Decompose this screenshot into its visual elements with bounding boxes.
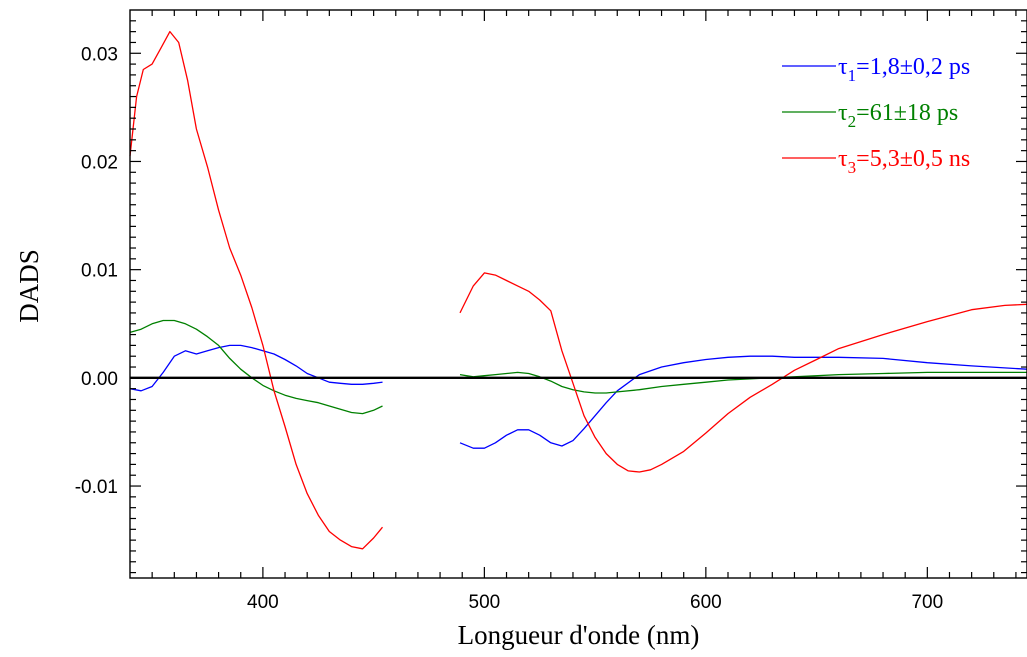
legend-label-3: τ3=5,3±0,5 ns	[838, 146, 970, 177]
y-tick-label: 0.01	[81, 261, 118, 282]
axis-ticks	[130, 10, 1027, 578]
legend-label-1: τ1=1,8±0,2 ps	[838, 54, 970, 85]
series-line-2-segment-2	[459, 371, 1027, 394]
x-tick-label: 700	[911, 592, 943, 613]
legend: τ1=1,8±0,2 ps τ2=61±18 ps τ3=5,3±0,5 ns	[782, 54, 970, 177]
x-tick-label: 500	[469, 592, 501, 613]
x-axis-title: Longueur d'onde (nm)	[458, 620, 700, 650]
axis-tick-labels: 400 500 600 700 -0.01 0.00 0.01 0.02 0.03	[75, 44, 943, 613]
series-line-2-segment-1	[129, 319, 383, 415]
y-axis-title: DADS	[14, 249, 44, 323]
legend-label-2: τ2=61±18 ps	[838, 100, 958, 131]
series-line-3-segment-1	[129, 30, 384, 550]
series-line-1-segment-2	[459, 355, 1027, 449]
x-tick-label: 600	[690, 592, 722, 613]
y-tick-label: 0.00	[81, 369, 118, 390]
y-tick-label: 0.02	[81, 152, 118, 173]
y-tick-label: 0.03	[81, 44, 118, 65]
series-line-3-segment-2	[459, 272, 1027, 473]
x-tick-label: 400	[247, 592, 279, 613]
plot-lines	[129, 30, 1027, 550]
plot-frame	[129, 9, 1027, 579]
y-tick-label: -0.01	[75, 477, 118, 498]
series-line-1-segment-1	[129, 344, 383, 392]
